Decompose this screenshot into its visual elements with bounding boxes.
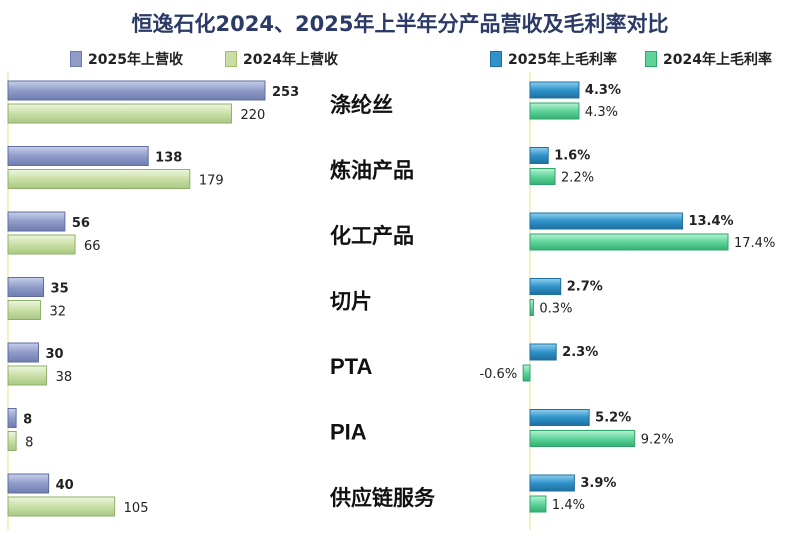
margin-2024-bar bbox=[529, 430, 636, 447]
revenue-2024-value: 179 bbox=[199, 174, 224, 189]
revenue-2025-bar bbox=[7, 146, 149, 166]
margin-2025-label: 5.2% bbox=[595, 411, 631, 426]
revenue-2024-value: 8 bbox=[25, 436, 33, 451]
legend-label-gm2025: 2025年上毛利率 bbox=[508, 52, 617, 68]
revenue-2024-bar bbox=[7, 365, 48, 386]
revenue-2025-bar bbox=[7, 342, 39, 363]
legend-label-gm2024: 2024年上毛利率 bbox=[663, 52, 772, 68]
legend-rev2024: 2024年上营收 bbox=[225, 50, 338, 68]
margin-2024-bar bbox=[529, 102, 580, 120]
margin-2025-label: 2.3% bbox=[562, 345, 598, 360]
legend-swatch-rev2024 bbox=[225, 51, 237, 67]
category-label: 炼油产品 bbox=[330, 159, 414, 183]
margin-2024-label: 4.3% bbox=[585, 105, 618, 120]
revenue-2025-value: 253 bbox=[272, 85, 299, 100]
revenue-2025-bar bbox=[7, 211, 66, 232]
legend-gm2024: 2024年上毛利率 bbox=[645, 50, 772, 68]
revenue-2025-value: 40 bbox=[56, 478, 74, 493]
margin-2024-label: 1.4% bbox=[552, 498, 585, 513]
margin-2025-bar bbox=[529, 474, 575, 492]
revenue-2025-bar bbox=[7, 408, 17, 428]
legend-gm2025: 2025年上毛利率 bbox=[490, 50, 617, 68]
margin-2024-bar bbox=[529, 495, 547, 513]
margin-2025-bar bbox=[529, 147, 549, 164]
legend-swatch-gm2024 bbox=[645, 51, 657, 67]
margin-2024-bar bbox=[529, 299, 534, 316]
margin-2025-label: 2.7% bbox=[567, 280, 603, 295]
revenue-2024-value: 38 bbox=[56, 370, 73, 385]
margin-2025-label: 13.4% bbox=[688, 214, 733, 229]
margin-2024-bar bbox=[522, 364, 531, 382]
margin-2024-label: 17.4% bbox=[734, 236, 775, 251]
revenue-2024-bar bbox=[7, 300, 42, 320]
legend-label-rev2024: 2024年上营收 bbox=[243, 52, 338, 68]
margin-2024-label: 9.2% bbox=[641, 433, 674, 448]
revenue-2024-bar bbox=[7, 103, 232, 124]
category-label: 供应链服务 bbox=[329, 486, 436, 510]
legend-swatch-gm2025 bbox=[490, 51, 502, 67]
revenue-2025-value: 35 bbox=[51, 282, 69, 297]
category-label: 涤纶丝 bbox=[330, 93, 393, 117]
margin-2025-label: 1.6% bbox=[554, 149, 590, 164]
margin-2025-label: 3.9% bbox=[580, 476, 616, 491]
revenue-2024-bar bbox=[7, 169, 191, 189]
legend-swatch-rev2025 bbox=[70, 51, 82, 67]
revenue-2025-bar bbox=[7, 473, 50, 494]
category-label: PIA bbox=[330, 420, 367, 445]
revenue-2025-bar bbox=[7, 80, 266, 101]
margin-2024-bar bbox=[529, 233, 729, 251]
margin-2025-label: 4.3% bbox=[585, 83, 621, 98]
margin-2024-label: -0.6% bbox=[479, 367, 517, 382]
margin-2024-bar bbox=[529, 168, 556, 185]
revenue-2025-value: 56 bbox=[72, 216, 90, 231]
legend-rev2025: 2025年上营收 bbox=[70, 50, 183, 68]
revenue-2024-bar bbox=[7, 234, 76, 255]
margin-2025-bar bbox=[529, 343, 557, 361]
margin-2025-bar bbox=[529, 278, 562, 295]
revenue-2025-bar bbox=[7, 277, 45, 297]
revenue-2025-value: 8 bbox=[23, 413, 32, 428]
margin-2025-bar bbox=[529, 212, 683, 230]
revenue-2024-value: 32 bbox=[50, 305, 67, 320]
revenue-2024-value: 220 bbox=[240, 108, 265, 123]
revenue-2024-bar bbox=[7, 496, 116, 517]
margin-2025-bar bbox=[529, 81, 580, 99]
revenue-2025-value: 30 bbox=[45, 347, 63, 362]
margin-2024-label: 2.2% bbox=[561, 171, 594, 186]
margin-2024-label: 0.3% bbox=[539, 302, 572, 317]
legend-label-rev2025: 2025年上营收 bbox=[88, 52, 183, 68]
revenue-2024-value: 66 bbox=[84, 239, 101, 254]
revenue-2025-value: 138 bbox=[155, 151, 182, 166]
revenue-2024-bar bbox=[7, 431, 17, 451]
chart-title: 恒逸石化2024、2025年上半年分产品营收及毛利率对比 bbox=[131, 12, 669, 36]
category-label: 化工产品 bbox=[330, 224, 414, 248]
category-label: 切片 bbox=[330, 290, 372, 314]
category-label: PTA bbox=[330, 354, 372, 379]
revenue-2024-value: 105 bbox=[124, 501, 149, 516]
margin-2025-bar bbox=[529, 409, 590, 426]
